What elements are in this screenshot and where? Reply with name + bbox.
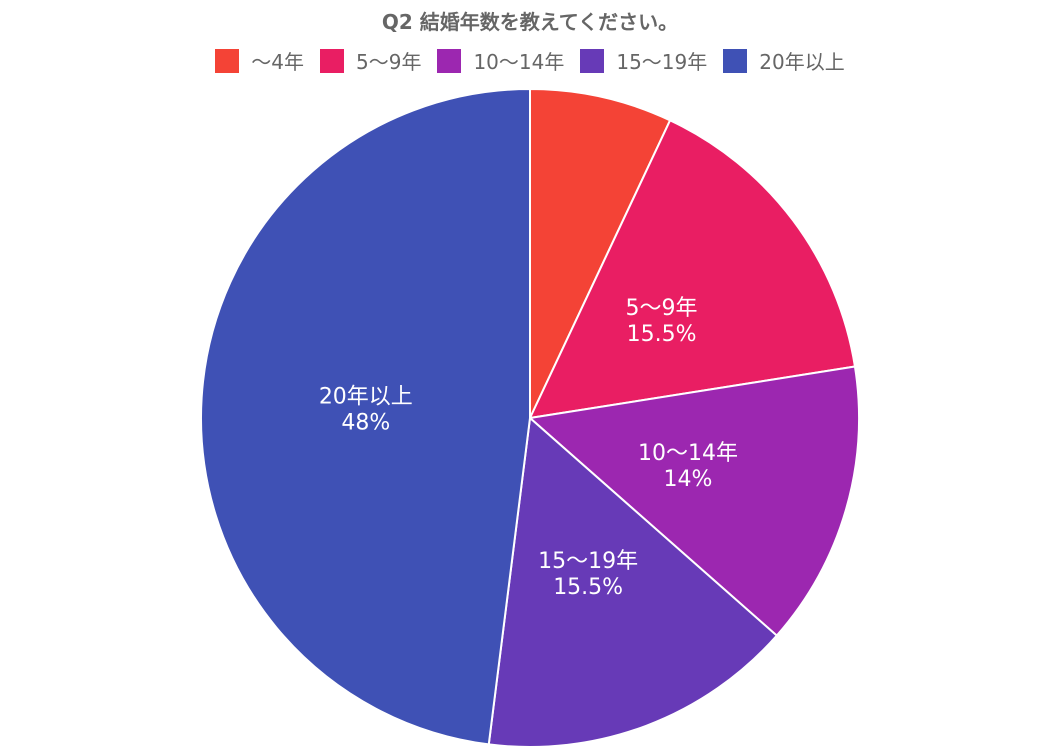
legend-item-2[interactable]: 10～14年 [437, 46, 564, 75]
slice-value-label-2: 14% [664, 467, 713, 492]
pie-slice-1[interactable] [528, 118, 857, 420]
legend-item-0[interactable]: ～4年 [215, 46, 304, 75]
slice-value-label-4: 48% [341, 411, 390, 436]
legend-swatch-0 [215, 48, 240, 73]
chart-title: Q2 結婚年数を教えてください。 [381, 10, 679, 34]
legend-swatch-3 [580, 48, 605, 73]
legend-swatch-2 [437, 48, 462, 73]
slice-category-label-4: 20年以上 [319, 385, 413, 410]
legend-label-1: 5～9年 [356, 50, 422, 74]
slice-value-label-1: 15.5% [627, 322, 697, 347]
legend-item-3[interactable]: 15～19年 [580, 46, 707, 75]
pie-slice-4[interactable] [200, 87, 531, 746]
pie-slice-0[interactable] [529, 87, 672, 419]
pie-slice-2[interactable] [527, 365, 860, 637]
pie-slice-3[interactable] [487, 416, 779, 748]
legend: ～4年 5～9年 10～14年 15～19年 20年以上 [0, 46, 1060, 75]
slice-category-label-1: 5～9年 [626, 296, 698, 321]
legend-item-4[interactable]: 20年以上 [723, 46, 845, 75]
legend-label-2: 10～14年 [473, 50, 565, 74]
slice-category-label-2: 10～14年 [638, 441, 738, 466]
slice-category-label-3: 15～19年 [538, 549, 638, 574]
legend-swatch-4 [723, 48, 748, 73]
legend-label-4: 20年以上 [759, 50, 845, 74]
legend-label-0: ～4年 [251, 50, 304, 74]
legend-item-1[interactable]: 5～9年 [320, 46, 421, 75]
legend-swatch-1 [320, 48, 344, 73]
legend-label-3: 15～19年 [616, 50, 708, 74]
slice-value-label-3: 15.5% [553, 575, 623, 600]
